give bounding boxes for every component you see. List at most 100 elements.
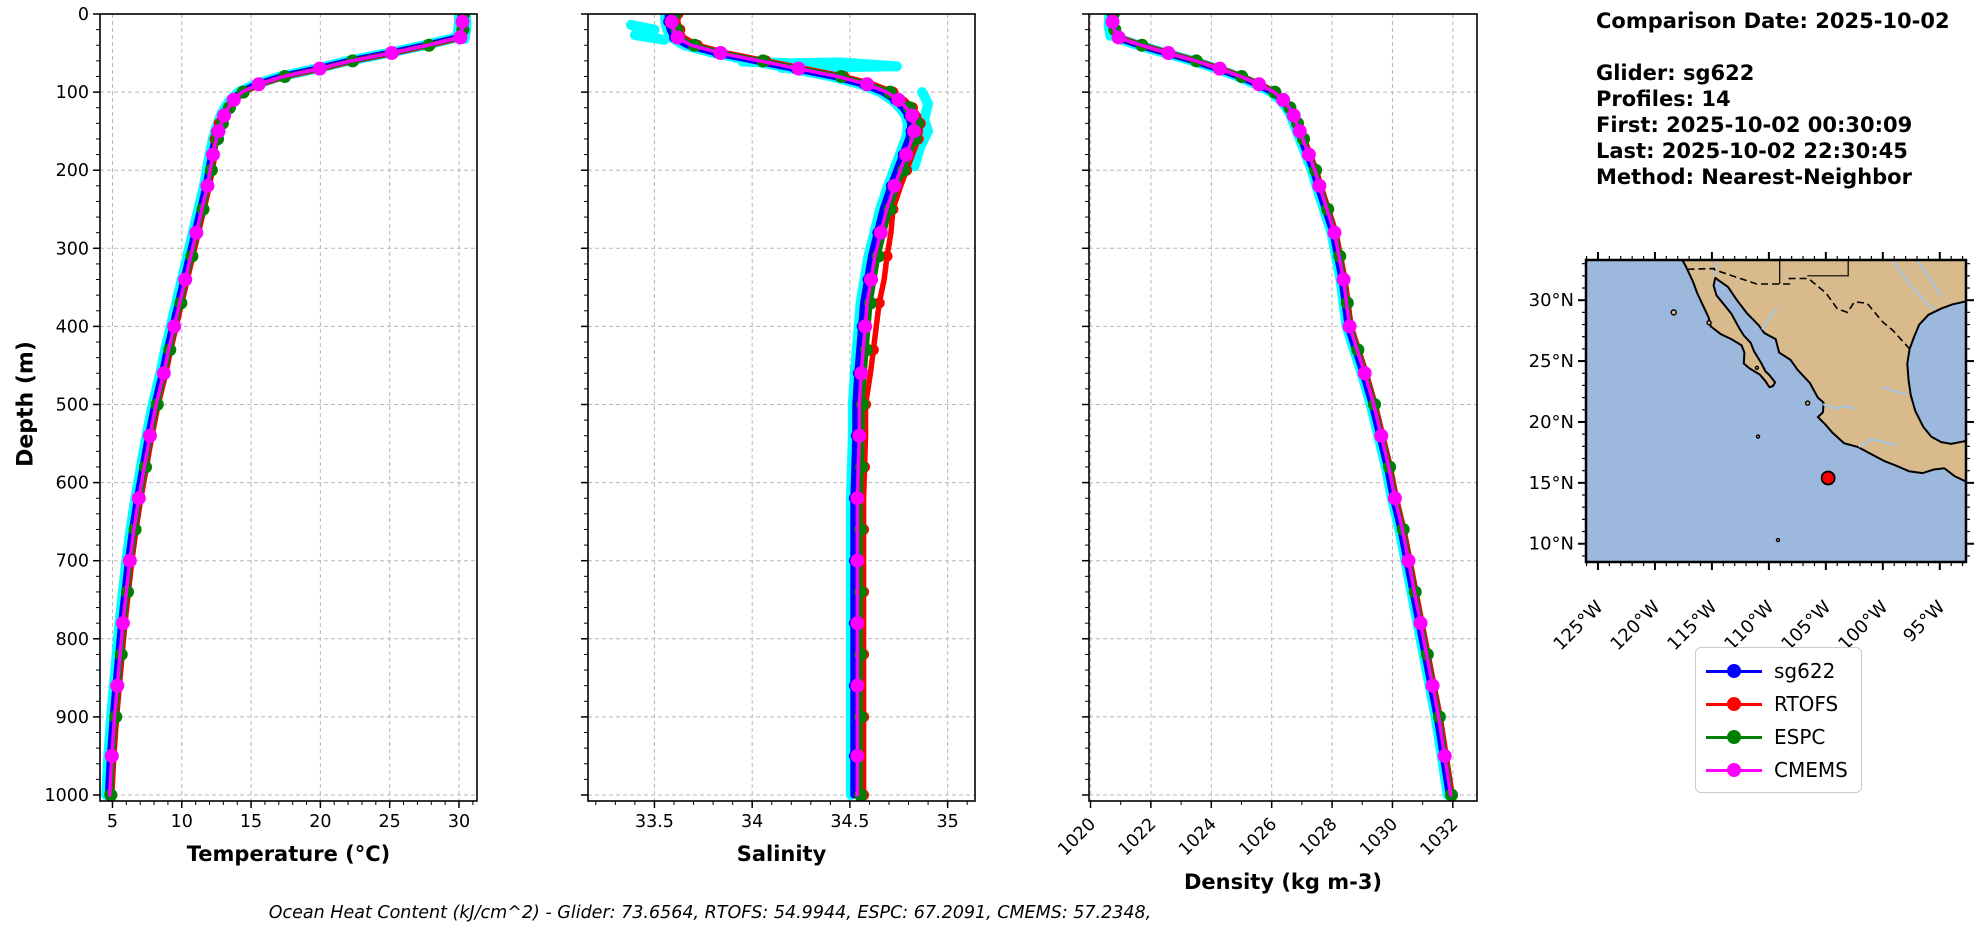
map-lon-tick: 120°W (1606, 597, 1664, 655)
marker-CMEMS (713, 46, 728, 61)
marker-CMEMS (1336, 272, 1351, 287)
marker-RTOFS (881, 250, 893, 262)
river (1881, 385, 1909, 396)
chart-temperature: 5 10 15 20 25 3001002003004005006007008009001… (44, 5, 478, 866)
info-header: Comparison Date: 2025-10-02 Glider: sg62… (1596, 8, 1950, 190)
marker-CMEMS (852, 428, 867, 443)
svg-text:33.5: 33.5 (635, 812, 674, 832)
marker-CMEMS (887, 178, 902, 193)
marker-CMEMS (1301, 147, 1316, 162)
marker-CMEMS (453, 30, 468, 45)
map-lat-tick: 20°N (1529, 412, 1574, 433)
chart-density: 1020 1022 1024 1026 1028 1030 1032 Density (kg … (1054, 13, 1478, 894)
river (1858, 437, 1898, 448)
marker-CMEMS (1327, 225, 1342, 240)
legend-line-sample (1706, 663, 1762, 679)
svg-text:1028: 1028 (1296, 814, 1342, 860)
series-line-CMEMS (669, 14, 916, 797)
marker-CMEMS (142, 428, 157, 443)
glider-location-point (1820, 470, 1836, 486)
legend-label: CMEMS (1774, 757, 1848, 782)
map-lon-tick: 125°W (1549, 597, 1607, 655)
marker-CMEMS (854, 366, 869, 381)
legend-line-sample (1706, 762, 1762, 778)
svg-text:20: 20 (309, 812, 331, 832)
marker-CMEMS (864, 272, 879, 287)
series-line-CMEMS (107, 14, 465, 797)
marker-CMEMS (1312, 178, 1327, 193)
legend-line-sample (1706, 696, 1762, 712)
depth-axis-label: Depth (m) (13, 341, 39, 467)
marker-CMEMS (905, 108, 920, 123)
marker-CMEMS (1276, 92, 1291, 107)
island (1754, 365, 1760, 370)
legend-item-RTOFS: RTOFS (1706, 687, 1861, 720)
marker-CMEMS (1292, 124, 1307, 139)
series-line-RTOFS (1111, 14, 1455, 798)
series-line-CMEMS (1110, 14, 1453, 797)
svg-text:200: 200 (56, 161, 89, 181)
state-border (1807, 260, 1849, 277)
svg-text:25: 25 (379, 812, 401, 832)
legend-item-CMEMS: CMEMS (1706, 753, 1861, 786)
svg-text:100: 100 (56, 83, 89, 103)
legend-item-ESPC: ESPC (1706, 720, 1861, 753)
marker-CMEMS (205, 147, 220, 162)
svg-text:700: 700 (56, 552, 89, 572)
svg-text:600: 600 (56, 474, 89, 494)
last-profile-time: Last: 2025-10-02 22:30:45 (1596, 139, 1908, 163)
marker-CMEMS (1413, 616, 1428, 631)
svg-text:500: 500 (56, 396, 89, 416)
marker-CMEMS (850, 748, 865, 763)
marker-CMEMS (156, 366, 171, 381)
marker-CMEMS (131, 491, 146, 506)
axis-label-density: Density (kg m-3) (1184, 870, 1382, 894)
marker-CMEMS (907, 124, 922, 139)
svg-text:1032: 1032 (1417, 814, 1463, 860)
svg-text:35: 35 (936, 812, 958, 832)
svg-text:900: 900 (56, 708, 89, 728)
marker-CMEMS (1105, 14, 1120, 29)
marker-CMEMS (1387, 491, 1402, 506)
axis-label-temperature: Temperature (°C) (187, 842, 390, 866)
svg-text:1020: 1020 (1054, 814, 1100, 860)
map-lat-tick: 25°N (1529, 351, 1574, 372)
svg-text:15: 15 (240, 812, 262, 832)
svg-text:400: 400 (56, 317, 89, 337)
svg-text:800: 800 (56, 630, 89, 650)
marker-CMEMS (670, 30, 685, 45)
svg-text:34: 34 (741, 812, 763, 832)
svg-text:0: 0 (78, 5, 89, 25)
marker-CMEMS (1357, 366, 1372, 381)
legend-item-sg622: sg622 (1706, 654, 1861, 687)
marker-CMEMS (217, 108, 232, 123)
island (1804, 400, 1811, 406)
chart-salinity: 33.5 34 34.5 35 Salinity (581, 13, 976, 866)
marker-CMEMS (226, 92, 241, 107)
comparison-date: Comparison Date: 2025-10-02 (1596, 9, 1950, 33)
land-polygon (1681, 260, 1966, 483)
axis-label-salinity: Salinity (737, 842, 827, 866)
map-lon-tick: 95°W (1899, 597, 1949, 647)
series-line-sg622 (664, 14, 914, 799)
marker-RTOFS (873, 297, 885, 309)
island (1670, 309, 1677, 316)
marker-CMEMS (899, 147, 914, 162)
island (1755, 434, 1761, 439)
marker-CMEMS (850, 678, 865, 693)
svg-text:1024: 1024 (1175, 814, 1221, 860)
marker-CMEMS (1425, 678, 1440, 693)
svg-text:1022: 1022 (1115, 814, 1161, 860)
marker-CMEMS (1437, 748, 1452, 763)
river (1761, 308, 1778, 330)
marker-CMEMS (850, 553, 865, 568)
method: Method: Nearest-Neighbor (1596, 165, 1912, 189)
map-lat-tick: 30°N (1529, 290, 1574, 311)
island (1706, 320, 1712, 326)
river (1891, 260, 1936, 311)
legend-label: sg622 (1774, 658, 1836, 683)
marker-CMEMS (115, 616, 130, 631)
river (1822, 403, 1856, 410)
marker-CMEMS (312, 61, 327, 76)
